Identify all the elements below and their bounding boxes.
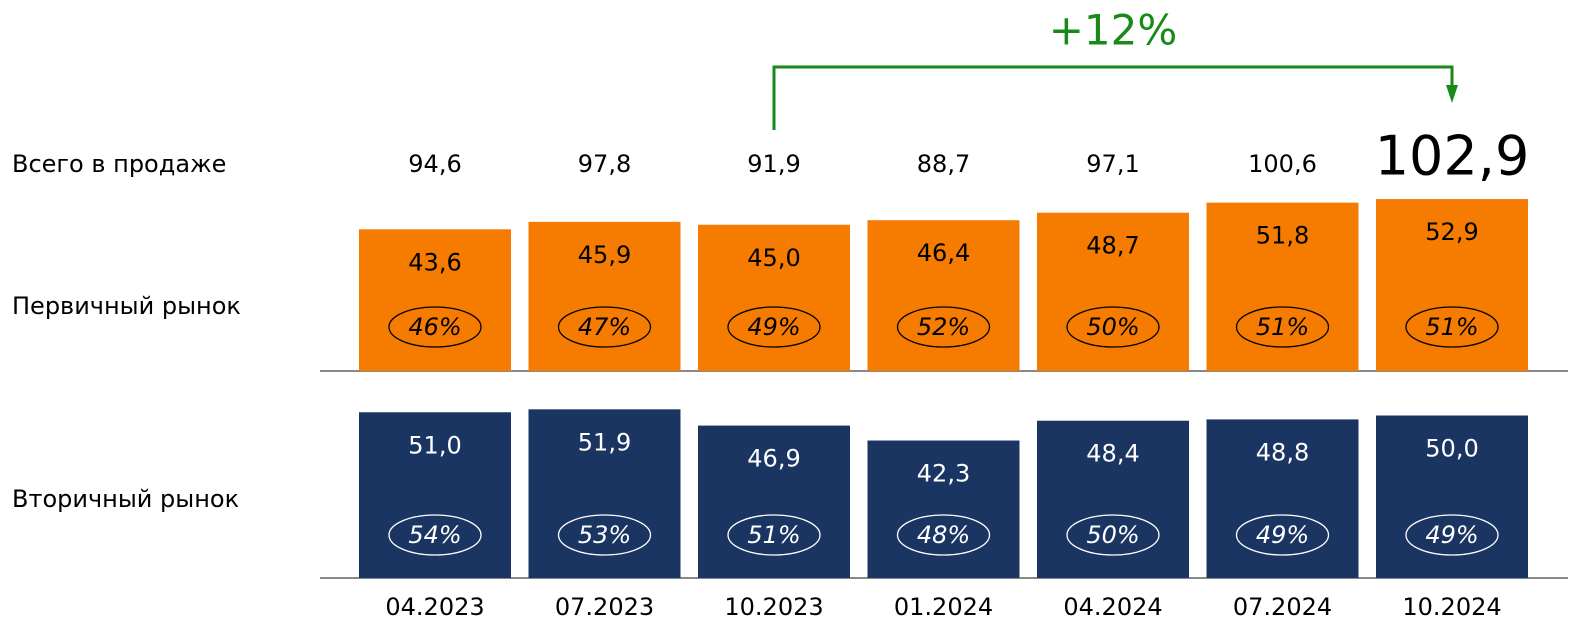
bar — [1376, 415, 1528, 578]
bar — [528, 221, 681, 371]
total-label: 94,6 — [408, 150, 461, 178]
share-label: 54% — [408, 521, 461, 549]
share-ellipse — [557, 306, 652, 348]
value-label: 52,9 — [1425, 218, 1478, 246]
bar — [867, 220, 1020, 371]
bar — [1376, 199, 1528, 371]
share-label: 49% — [1425, 521, 1478, 549]
share-label: 50% — [1086, 521, 1139, 549]
share-ellipse — [388, 514, 482, 556]
share-label: 49% — [1256, 521, 1309, 549]
arrow-head — [1446, 85, 1458, 103]
value-label: 51,8 — [1256, 222, 1309, 250]
value-label: 45,9 — [578, 241, 631, 269]
total-label: 100,6 — [1248, 150, 1317, 178]
share-label: 51% — [1256, 313, 1309, 341]
share-ellipse — [1405, 306, 1499, 348]
bar — [1206, 419, 1359, 578]
bar — [1037, 420, 1189, 578]
value-label: 51,0 — [408, 431, 461, 459]
share-label: 48% — [917, 521, 970, 549]
share-ellipse — [1066, 306, 1160, 348]
x-tick-label: 04.2024 — [1063, 593, 1162, 621]
share-label: 51% — [1425, 313, 1478, 341]
value-label: 50,0 — [1425, 435, 1478, 463]
share-label: 53% — [578, 521, 631, 549]
share-label: 50% — [1086, 313, 1139, 341]
total-label: 102,9 — [1375, 125, 1530, 188]
value-label: 42,3 — [917, 460, 970, 488]
total-label: 97,8 — [578, 150, 631, 178]
share-label: 52% — [917, 313, 970, 341]
x-tick-label: 01.2024 — [894, 593, 993, 621]
share-label: 51% — [747, 521, 800, 549]
share-ellipse — [1066, 514, 1160, 556]
share-label: 47% — [578, 313, 631, 341]
share-ellipse — [896, 514, 991, 556]
bar — [528, 409, 681, 578]
total-label: 91,9 — [747, 150, 800, 178]
x-tick-label: 10.2023 — [724, 593, 823, 621]
share-label: 49% — [747, 313, 800, 341]
share-ellipse — [557, 514, 652, 556]
share-label: 46% — [408, 313, 461, 341]
value-label: 48,4 — [1086, 440, 1139, 468]
x-tick-label: 07.2024 — [1233, 593, 1332, 621]
value-label: 43,6 — [408, 248, 461, 276]
annotation: +12% — [1049, 6, 1178, 55]
share-ellipse — [1405, 514, 1499, 556]
value-label: 46,4 — [917, 239, 970, 267]
x-tick-label: 10.2024 — [1402, 593, 1501, 621]
bar — [1206, 202, 1359, 371]
value-label: 48,8 — [1256, 438, 1309, 466]
bar — [698, 425, 850, 578]
row-label: Первичный рынок — [12, 292, 241, 320]
bar — [1037, 212, 1189, 371]
share-ellipse — [727, 306, 821, 348]
total-label: 97,1 — [1086, 150, 1139, 178]
bar — [359, 412, 511, 578]
share-ellipse — [1235, 306, 1330, 348]
row-label: Вторичный рынок — [12, 485, 239, 513]
x-tick-label: 07.2023 — [555, 593, 654, 621]
share-ellipse — [727, 514, 821, 556]
value-label: 51,9 — [578, 428, 631, 456]
share-ellipse — [388, 306, 482, 348]
share-ellipse — [1235, 514, 1330, 556]
bracket — [772, 65, 1454, 130]
share-ellipse — [896, 306, 991, 348]
total-label: 88,7 — [917, 150, 970, 178]
row-label: Всего в продаже — [12, 150, 226, 178]
x-tick-label: 04.2023 — [385, 593, 484, 621]
value-label: 48,7 — [1086, 232, 1139, 260]
value-label: 46,9 — [747, 445, 800, 473]
value-label: 45,0 — [747, 244, 800, 272]
